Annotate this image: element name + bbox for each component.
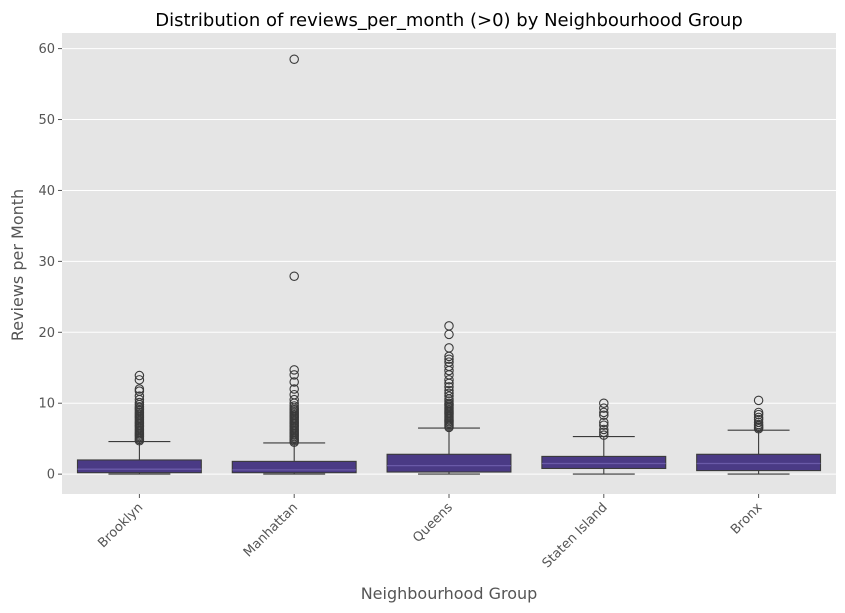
outlier-point bbox=[444, 375, 454, 385]
outlier-point bbox=[599, 398, 609, 408]
box-iqr bbox=[696, 453, 822, 472]
x-axis-label: Neighbourhood Group bbox=[361, 584, 538, 603]
y-axis-label: Reviews per Month bbox=[8, 189, 27, 341]
outlier-point bbox=[599, 427, 609, 438]
chart-title: Distribution of reviews_per_month (>0) b… bbox=[155, 10, 743, 31]
box-brooklyn bbox=[76, 370, 202, 475]
outlier-point bbox=[599, 407, 609, 418]
outlier-point bbox=[599, 430, 609, 440]
x-tick-label: Staten Island bbox=[540, 500, 611, 571]
y-tick-label: 10 bbox=[38, 397, 55, 412]
outlier-point bbox=[444, 391, 454, 401]
y-tick-label: 20 bbox=[38, 326, 55, 341]
outlier-point bbox=[289, 401, 299, 411]
box-manhattan bbox=[231, 54, 357, 475]
x-axis: Brooklyn Manhattan Queens Staten Island Bron… bbox=[95, 494, 766, 571]
outlier-point bbox=[134, 370, 145, 381]
outlier-point bbox=[289, 389, 299, 400]
outlier-point bbox=[444, 382, 454, 392]
x-tick-label: Bronx bbox=[728, 500, 766, 538]
outlier-point bbox=[753, 407, 764, 418]
outlier-point bbox=[289, 365, 299, 375]
box-iqr bbox=[76, 459, 202, 474]
outlier-point bbox=[289, 377, 299, 387]
x-tick-label: Brooklyn bbox=[95, 500, 146, 551]
outlier-point bbox=[444, 321, 454, 331]
boxes bbox=[76, 54, 822, 475]
outlier-point bbox=[599, 424, 609, 435]
outlier-point bbox=[444, 343, 454, 353]
y-tick-label: 30 bbox=[38, 255, 55, 270]
x-tick-label: Queens bbox=[410, 500, 456, 546]
outlier-point bbox=[599, 410, 609, 421]
outlier-point bbox=[444, 385, 454, 396]
y-tick-label: 50 bbox=[38, 113, 55, 128]
box-iqr bbox=[231, 460, 357, 474]
outlier-point bbox=[444, 361, 454, 372]
y-tick-label: 0 bbox=[47, 468, 55, 483]
x-tick-label: Manhattan bbox=[241, 500, 301, 560]
y-tick-label: 60 bbox=[38, 42, 55, 57]
outlier-point bbox=[444, 357, 454, 367]
outlier-point bbox=[134, 391, 145, 401]
outlier-point bbox=[444, 354, 454, 364]
box-iqr bbox=[541, 455, 667, 470]
y-tick-label: 40 bbox=[38, 184, 55, 199]
outlier-point bbox=[289, 394, 299, 405]
outlier-point bbox=[134, 375, 145, 385]
outlier-point bbox=[753, 395, 764, 406]
y-axis: 0 10 20 30 40 50 60 bbox=[38, 42, 62, 483]
outlier-point bbox=[753, 412, 764, 423]
outlier-point bbox=[289, 370, 299, 380]
outlier-point bbox=[753, 417, 764, 428]
outlier-point bbox=[289, 54, 299, 64]
outlier-point bbox=[599, 403, 609, 413]
box-iqr bbox=[386, 453, 512, 473]
outlier-point bbox=[134, 384, 145, 394]
outlier-point bbox=[289, 271, 299, 282]
outlier-point bbox=[599, 420, 609, 430]
outlier-point bbox=[599, 417, 609, 428]
box-queens bbox=[386, 321, 512, 475]
outlier-point bbox=[289, 384, 299, 394]
outlier-point bbox=[134, 397, 145, 408]
box-bronx bbox=[696, 395, 822, 475]
outlier-point bbox=[444, 388, 454, 399]
box-staten-island bbox=[541, 398, 667, 475]
